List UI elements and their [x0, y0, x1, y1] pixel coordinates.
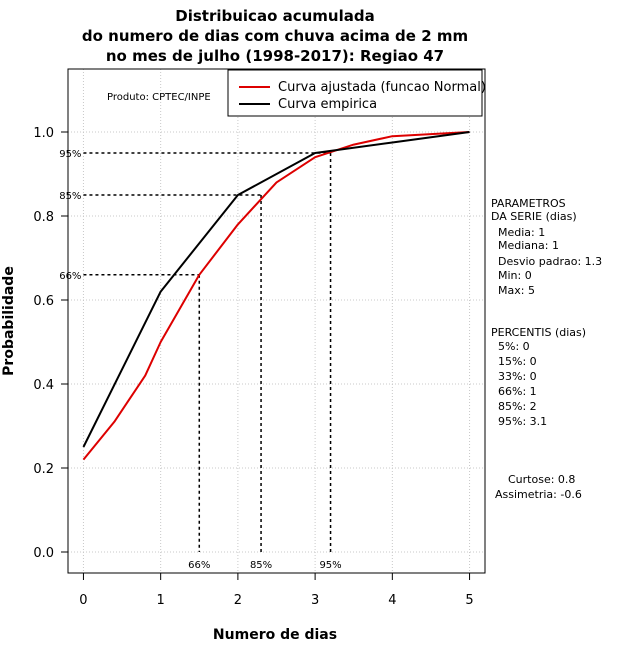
parametro-min: Min: 0 [498, 269, 532, 282]
product-label: Produto: CPTEC/INPE [107, 92, 211, 103]
grid [68, 69, 485, 573]
curtose-value: Curtose: 0.8 [508, 473, 575, 486]
y-axis-title: Probabilidade [1, 266, 17, 376]
plot-frame [67, 68, 486, 574]
x-tick-label-3: 3 [311, 593, 319, 608]
percentis-header: PERCENTIS (dias) [491, 326, 586, 339]
legend-label-empirical: Curva empirica [278, 97, 377, 112]
percentil-5: 5%: 0 [498, 340, 530, 353]
percentil-95: 95%: 3.1 [498, 415, 547, 428]
y-tick-label-4: 0.8 [33, 210, 54, 225]
percentile-x-label-0: 66% [188, 560, 210, 571]
chart-title-line-3: no mes de julho (1998-2017): Regiao 47 [106, 47, 444, 65]
percentile-x-label-1: 85% [250, 560, 272, 571]
legend-label-fitted: Curva ajustada (funcao Normal) [278, 80, 486, 95]
percentile-markers: 66% 66% 85% 85% 95% 95% [59, 149, 341, 571]
percentil-85: 85%: 2 [498, 400, 537, 413]
parametro-max: Max: 5 [498, 284, 535, 297]
y-tick-label-0: 0.0 [33, 546, 54, 561]
x-tick-label-5: 5 [465, 593, 473, 608]
chart-title-line-2: do numero de dias com chuva acima de 2 m… [82, 27, 468, 45]
parameters-panel: PARAMETROS DA SERIE (dias) Media: 1 Medi… [491, 197, 602, 297]
x-tick-label-2: 2 [234, 593, 242, 608]
parametro-mediana: Mediana: 1 [498, 239, 559, 252]
legend: Curva ajustada (funcao Normal) Curva emp… [227, 69, 486, 117]
y-tick-label-1: 0.2 [33, 462, 54, 477]
series-lines [82, 131, 470, 461]
chart-title-line-1: Distribuicao acumulada [175, 7, 374, 25]
y-tick-label-3: 0.6 [33, 294, 54, 309]
empirical-curve [82, 131, 470, 448]
parametro-media: Media: 1 [498, 226, 545, 239]
percentil-15: 15%: 0 [498, 355, 537, 368]
shape-stats-panel: Curtose: 0.8 Assimetria: -0.6 [495, 473, 582, 501]
x-tick-label-0: 0 [79, 593, 87, 608]
legend-box [227, 69, 483, 117]
parametros-header-1: PARAMETROS [491, 197, 566, 210]
parametro-desvio: Desvio padrao: 1.3 [498, 255, 602, 268]
axes: 0 1 2 3 4 5 0.0 0.2 0.4 0.6 0.8 1.0 [33, 126, 473, 608]
x-tick-label-4: 4 [388, 593, 396, 608]
percentile-y-label-1: 85% [59, 191, 81, 202]
y-tick-label-2: 0.4 [33, 378, 54, 393]
x-tick-label-1: 1 [157, 593, 165, 608]
parametros-header-2: DA SERIE (dias) [491, 210, 577, 223]
y-tick-label-5: 1.0 [33, 126, 54, 141]
percentile-x-label-2: 95% [319, 560, 341, 571]
fitted-normal-curve [82, 131, 470, 461]
percentil-66: 66%: 1 [498, 385, 537, 398]
x-axis-title: Numero de dias [213, 627, 337, 643]
percentil-33: 33%: 0 [498, 370, 537, 383]
percentile-y-label-2: 95% [59, 149, 81, 160]
percentile-y-label-0: 66% [59, 271, 81, 282]
assimetria-value: Assimetria: -0.6 [495, 488, 582, 501]
percentis-panel: PERCENTIS (dias) 5%: 0 15%: 0 33%: 0 66%… [491, 326, 586, 428]
